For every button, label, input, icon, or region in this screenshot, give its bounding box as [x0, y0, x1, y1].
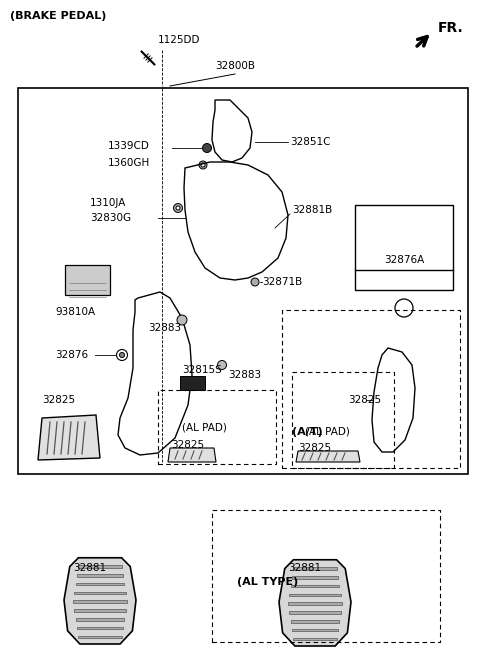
Circle shape — [176, 206, 180, 210]
Polygon shape — [75, 583, 124, 585]
Text: 32881: 32881 — [73, 563, 107, 573]
Text: 32881B: 32881B — [292, 205, 332, 215]
Polygon shape — [74, 609, 126, 612]
Text: 32825: 32825 — [171, 440, 204, 450]
Text: 32815S: 32815S — [182, 365, 222, 375]
Text: 32876A: 32876A — [384, 255, 424, 265]
Circle shape — [120, 353, 124, 357]
Circle shape — [177, 315, 187, 325]
Text: 32851C: 32851C — [290, 137, 331, 147]
Polygon shape — [64, 558, 136, 644]
Polygon shape — [75, 618, 124, 621]
Polygon shape — [289, 594, 341, 597]
Text: 32825: 32825 — [299, 443, 332, 453]
Circle shape — [199, 161, 207, 169]
Polygon shape — [296, 451, 360, 462]
Circle shape — [251, 278, 259, 286]
Polygon shape — [78, 636, 121, 639]
Text: 32830G: 32830G — [90, 213, 131, 223]
Text: 32876: 32876 — [55, 350, 88, 360]
Text: 32883: 32883 — [228, 370, 261, 380]
Polygon shape — [288, 603, 342, 605]
Bar — [65, 265, 110, 295]
Text: (BRAKE PEDAL): (BRAKE PEDAL) — [10, 11, 107, 21]
Text: 1310JA: 1310JA — [90, 198, 126, 208]
Text: 32825: 32825 — [348, 395, 381, 405]
Polygon shape — [290, 585, 339, 587]
Text: 32825: 32825 — [42, 395, 75, 405]
Polygon shape — [77, 627, 123, 629]
Text: FR.: FR. — [438, 21, 464, 35]
Polygon shape — [74, 592, 126, 595]
Polygon shape — [293, 567, 336, 570]
Polygon shape — [289, 611, 341, 614]
Polygon shape — [279, 560, 351, 646]
Polygon shape — [290, 620, 339, 623]
Circle shape — [395, 299, 413, 317]
Polygon shape — [78, 565, 121, 568]
Text: 1360GH: 1360GH — [108, 158, 150, 168]
Text: (A/T): (A/T) — [292, 427, 323, 437]
Polygon shape — [77, 574, 123, 576]
Bar — [18, 88, 468, 474]
Text: 32800B: 32800B — [215, 61, 255, 71]
Bar — [180, 376, 205, 390]
Bar — [355, 205, 453, 290]
Text: 32883: 32883 — [148, 323, 181, 333]
Polygon shape — [72, 601, 127, 603]
Polygon shape — [292, 576, 338, 578]
Circle shape — [201, 163, 205, 167]
Circle shape — [173, 204, 182, 212]
Polygon shape — [38, 415, 100, 460]
Polygon shape — [168, 448, 216, 462]
Circle shape — [217, 361, 227, 369]
Polygon shape — [292, 629, 338, 631]
Circle shape — [203, 144, 212, 152]
Text: (AL PAD): (AL PAD) — [182, 423, 227, 433]
Text: 32881: 32881 — [288, 563, 322, 573]
Text: (AL PAD): (AL PAD) — [305, 427, 350, 437]
Text: (AL TYPE): (AL TYPE) — [238, 577, 299, 587]
Polygon shape — [293, 638, 336, 641]
Text: 93810A: 93810A — [55, 307, 95, 317]
Text: 32871B: 32871B — [262, 277, 302, 287]
Circle shape — [117, 349, 128, 361]
Text: 1339CD: 1339CD — [108, 141, 150, 151]
Text: 1125DD: 1125DD — [158, 35, 201, 45]
